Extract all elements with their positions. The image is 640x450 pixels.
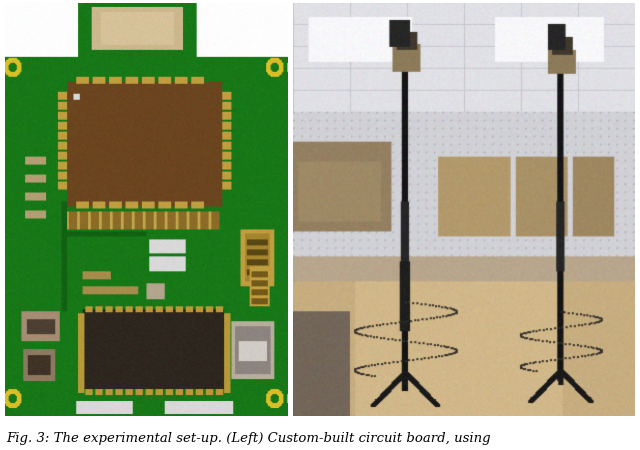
Text: Fig. 3: The experimental set-up. (Left) Custom-built circuit board, using: Fig. 3: The experimental set-up. (Left) … [6, 432, 491, 445]
